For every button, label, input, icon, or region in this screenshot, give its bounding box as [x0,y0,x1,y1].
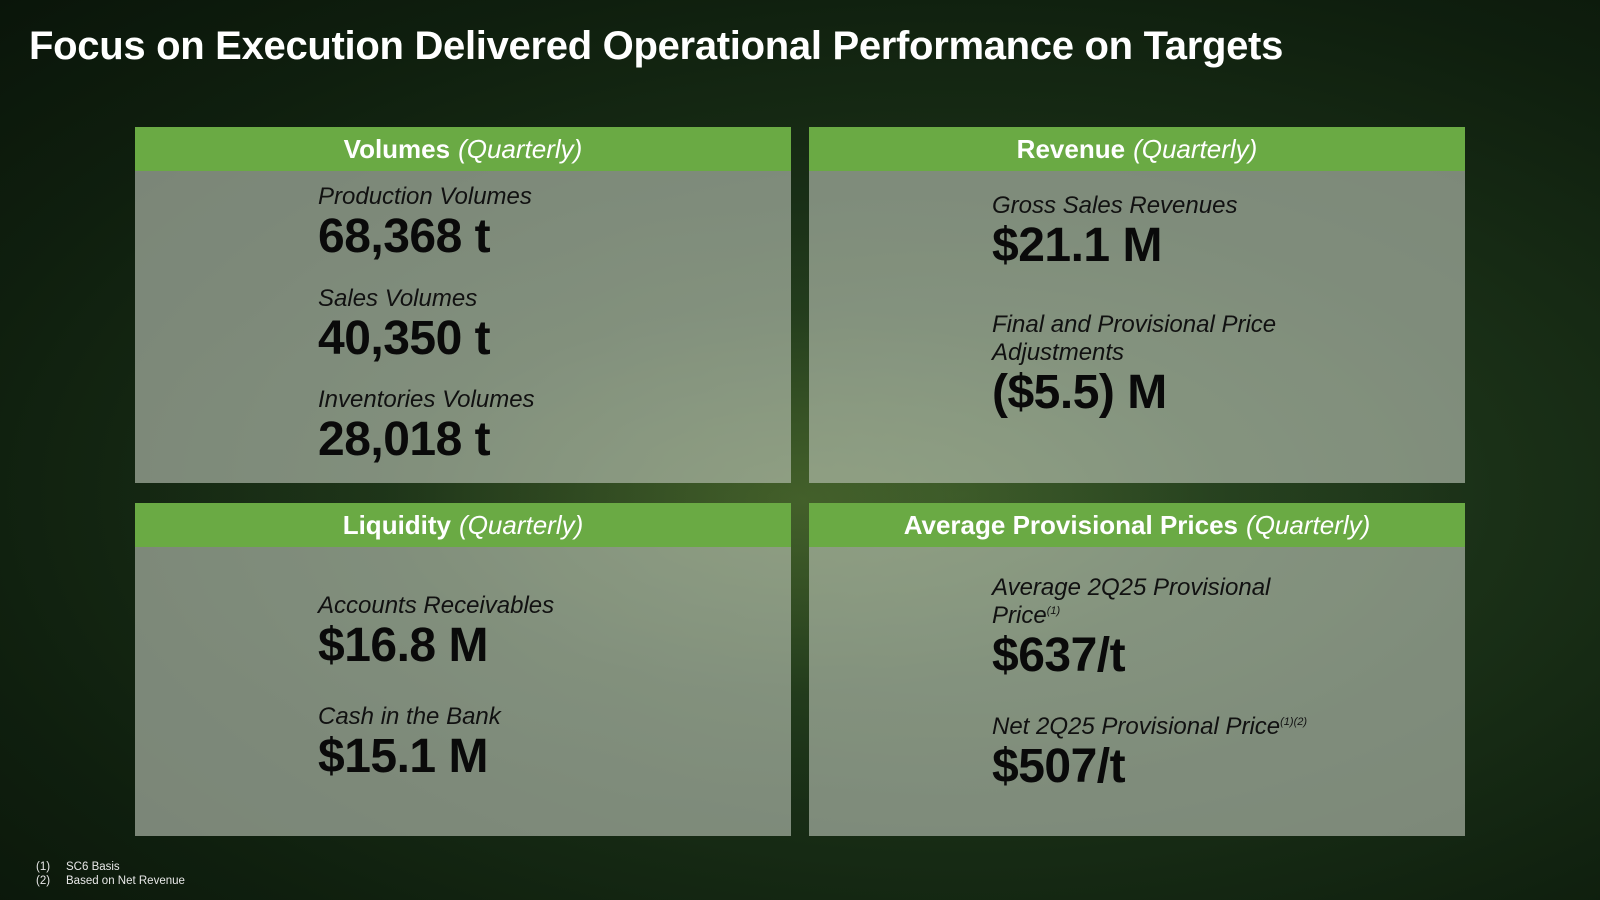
metric-label: Accounts Receivables [318,592,555,619]
footnote-ref: (1) [1046,605,1061,617]
liquidity-header: Liquidity (Quarterly) [135,503,791,547]
revenue-header: Revenue (Quarterly) [809,127,1465,171]
revenue-panel: Revenue (Quarterly) Gross Sales Revenues… [809,127,1465,483]
footnote-number: (1) [36,861,51,873]
metric-label-line1: Final and Provisional Price [992,311,1277,338]
net-provisional-price-metric: Net 2Q25 Provisional Price(1)(2) $507/t [992,713,1307,793]
metric-value: $507/t [992,740,1126,793]
footnote-2: (2) Based on Net Revenue [36,874,185,888]
average-provisional-price-metric: Average 2Q25 Provisional Price(1) $637/t [992,574,1270,682]
footnote-1: (1) SC6 Basis [36,860,185,874]
liquidity-period: (Quarterly) [459,509,584,540]
metric-label: Sales Volumes [318,285,478,312]
metric-label: Net 2Q25 Provisional Price(1)(2) [992,713,1307,741]
metric-value: ($5.5) M [992,366,1167,419]
metric-label-text: Price [992,602,1047,629]
footnote-ref: (1)(2) [1280,716,1308,728]
sales-volumes-metric: Sales Volumes 40,350 t [318,285,491,365]
metric-label: Inventories Volumes [318,386,535,413]
prices-header: Average Provisional Prices (Quarterly) [809,503,1465,547]
cash-in-bank-metric: Cash in the Bank $15.1 M [318,703,501,783]
revenue-title: Revenue [1016,133,1126,164]
footnote-text: SC6 Basis [66,861,120,873]
prices-panel: Average Provisional Prices (Quarterly) A… [809,503,1465,836]
slide-title: Focus on Execution Delivered Operational… [29,24,1284,68]
volumes-period: (Quarterly) [458,133,583,164]
footnote-number: (2) [36,875,51,887]
footnote-text: Based on Net Revenue [66,875,185,887]
metric-label-line2: Adjustments [992,339,1125,366]
accounts-receivables-metric: Accounts Receivables $16.8 M [318,592,554,672]
metric-value: $16.8 M [318,619,488,672]
volumes-title: Volumes [343,133,451,164]
metric-label: Cash in the Bank [318,703,501,730]
price-adjustments-metric: Final and Provisional Price Adjustments … [992,311,1276,419]
inventories-volumes-metric: Inventories Volumes 28,018 t [318,386,535,466]
volumes-header: Volumes (Quarterly) [135,127,791,171]
footnotes: (1) SC6 Basis (2) Based on Net Revenue [36,860,185,888]
metric-label: Production Volumes [318,183,532,210]
metric-label-line1: Average 2Q25 Provisional [992,574,1271,601]
metric-value: $15.1 M [318,730,488,783]
metric-value: $21.1 M [992,219,1162,272]
revenue-period: (Quarterly) [1133,133,1258,164]
prices-period: (Quarterly) [1246,509,1371,540]
gross-sales-revenues-metric: Gross Sales Revenues $21.1 M [992,192,1237,272]
metric-value: 40,350 t [318,312,491,365]
metric-value: 68,368 t [318,210,491,263]
prices-title: Average Provisional Prices [903,509,1239,540]
production-volumes-metric: Production Volumes 68,368 t [318,183,532,263]
volumes-panel: Volumes (Quarterly) Production Volumes 6… [135,127,791,483]
metric-label: Gross Sales Revenues [992,192,1238,219]
metric-label-text: Net 2Q25 Provisional Price [992,713,1281,740]
metric-value: $637/t [992,629,1126,682]
metric-value: 28,018 t [318,413,491,466]
metric-label-line2: Price(1) [992,602,1270,630]
liquidity-panel: Liquidity (Quarterly) Accounts Receivabl… [135,503,791,836]
liquidity-title: Liquidity [342,509,452,540]
